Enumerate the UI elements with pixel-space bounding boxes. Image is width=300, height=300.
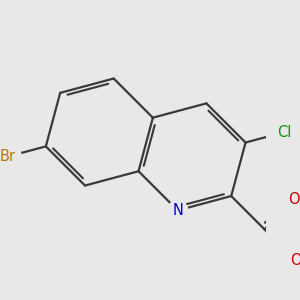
Circle shape: [0, 143, 21, 171]
Text: O: O: [288, 193, 300, 208]
Text: O: O: [290, 253, 300, 268]
Text: N: N: [172, 203, 183, 218]
Circle shape: [286, 251, 300, 270]
Circle shape: [272, 120, 296, 144]
Circle shape: [168, 200, 188, 220]
Text: Br: Br: [0, 149, 15, 164]
Circle shape: [284, 190, 300, 209]
Text: Cl: Cl: [277, 125, 291, 140]
